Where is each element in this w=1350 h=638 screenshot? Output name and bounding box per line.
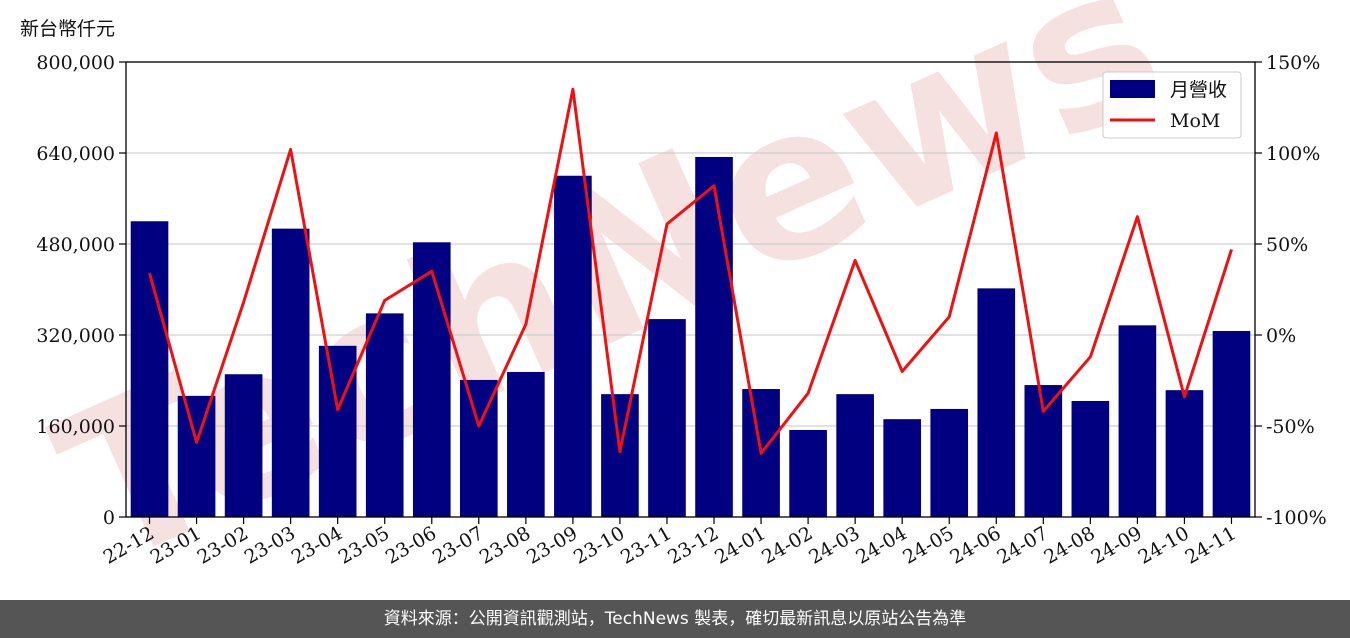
x-tick-label-24-07: 24-07: [993, 522, 1051, 568]
x-tick-label-24-10: 24-10: [1134, 522, 1192, 568]
x-tick-label-24-06: 24-06: [946, 522, 1004, 568]
right-tick-label: 150%: [1266, 52, 1320, 74]
x-tick-label-23-05: 23-05: [335, 522, 393, 568]
bar-23-08: [507, 371, 545, 517]
x-tick-label-24-11: 24-11: [1182, 522, 1240, 568]
bar-23-11: [648, 319, 686, 517]
left-tick-label: 640,000: [36, 143, 115, 165]
bar-23-12: [695, 156, 733, 517]
x-tick-label-23-10: 23-10: [570, 522, 628, 568]
legend-label-mom: MoM: [1170, 110, 1220, 132]
left-tick-label: 160,000: [36, 416, 115, 438]
bar-23-10: [601, 394, 639, 517]
legend-label-revenue: 月營收: [1170, 79, 1227, 101]
bar-24-04: [883, 419, 922, 517]
revenue-chart: TechNews 0160,000320,000480,000640,00080…: [27, 0, 1327, 600]
y-axis-unit-label: 新台幣仟元: [20, 18, 116, 40]
x-tick-label-24-03: 24-03: [805, 522, 863, 568]
bar-series: [130, 156, 1251, 518]
right-tick-label: 0%: [1266, 325, 1296, 347]
left-tick-label: 800,000: [36, 52, 115, 74]
plot-frame: [125, 61, 1256, 518]
x-tick-label-23-11: 23-11: [617, 522, 675, 568]
bar-23-01: [177, 395, 216, 517]
bar-24-02: [789, 429, 827, 517]
x-tick-label-24-08: 24-08: [1040, 522, 1098, 568]
left-tick-label: 480,000: [36, 234, 115, 256]
left-tick-label: 0: [103, 507, 115, 529]
left-axis-ticks: 0 160,000 320,000 480,000 640,000 800,000: [36, 52, 126, 529]
bar-23-04: [318, 345, 357, 517]
x-tick-label-24-04: 24-04: [852, 522, 910, 568]
bar-24-09: [1118, 325, 1157, 517]
x-tick-label-23-07: 23-07: [429, 522, 487, 568]
bar-24-03: [836, 394, 874, 517]
bar-23-09: [554, 175, 592, 517]
bar-23-05: [365, 313, 404, 517]
plot-border: [125, 61, 1256, 518]
mom-line-series: [148, 87, 1233, 455]
right-tick-label: -100%: [1266, 507, 1327, 529]
bar-23-02: [224, 374, 263, 517]
bar-23-03: [271, 228, 310, 518]
right-tick-label: -50%: [1266, 416, 1315, 438]
bar-23-06: [412, 242, 451, 517]
legend-bar-swatch: [1110, 80, 1155, 98]
bar-24-05: [930, 408, 969, 517]
x-tick-label-23-12: 23-12: [664, 522, 722, 568]
x-tick-label-24-02: 24-02: [758, 522, 816, 568]
bar-24-08: [1071, 400, 1110, 517]
source-footer: 資料來源：公開資訊觀測站，TechNews 製表，確切最新訊息以原站公告為準: [0, 600, 1350, 638]
x-tick-label-23-08: 23-08: [476, 522, 534, 568]
x-tick-label-23-06: 23-06: [382, 522, 440, 568]
mom-line: [148, 87, 1233, 455]
right-tick-label: 50%: [1266, 234, 1308, 256]
x-tick-label-24-09: 24-09: [1087, 522, 1145, 568]
bar-22-12: [130, 221, 169, 517]
bar-24-10: [1165, 390, 1204, 517]
bar-24-06: [977, 288, 1016, 517]
x-tick-label-24-05: 24-05: [899, 522, 957, 568]
right-axis-ticks: -100% -50% 0% 50% 100% 150%: [1255, 52, 1327, 529]
right-tick-label: 100%: [1266, 143, 1320, 165]
x-tick-label-24-01: 24-01: [711, 522, 769, 568]
bar-24-11: [1212, 331, 1251, 517]
bar-23-07: [459, 379, 498, 517]
x-tick-label-23-09: 23-09: [523, 522, 581, 568]
left-tick-label: 320,000: [36, 325, 115, 347]
legend: 月營收 MoM: [1102, 71, 1242, 139]
